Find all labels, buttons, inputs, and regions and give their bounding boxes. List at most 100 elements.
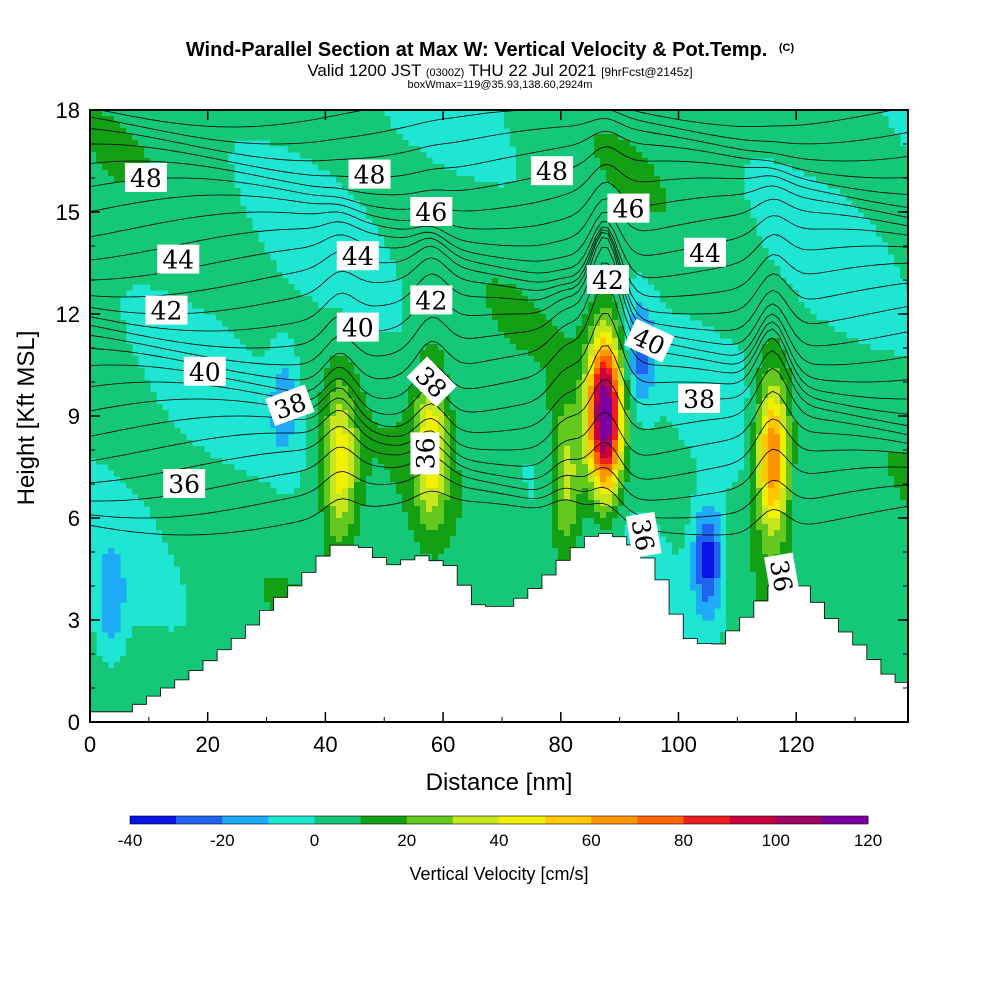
velocity-cell xyxy=(138,398,145,405)
velocity-cell xyxy=(222,632,229,639)
velocity-cell xyxy=(402,422,409,429)
velocity-cell xyxy=(114,692,121,699)
velocity-cell xyxy=(186,182,193,189)
velocity-cell xyxy=(324,308,331,315)
velocity-cell xyxy=(324,110,331,117)
velocity-cell xyxy=(210,236,217,243)
velocity-cell xyxy=(210,542,217,549)
velocity-cell xyxy=(378,380,385,387)
velocity-cell xyxy=(366,110,373,117)
velocity-cell xyxy=(318,110,325,117)
velocity-cell xyxy=(468,548,475,555)
velocity-cell xyxy=(120,458,127,465)
velocity-cell xyxy=(102,668,109,675)
velocity-cell xyxy=(396,188,403,195)
velocity-cell xyxy=(306,326,313,333)
velocity-cell xyxy=(108,428,115,435)
velocity-cell xyxy=(366,464,373,471)
velocity-cell xyxy=(396,152,403,159)
velocity-cell xyxy=(180,188,187,195)
velocity-cell xyxy=(450,176,457,183)
velocity-cell xyxy=(144,464,151,471)
velocity-cell xyxy=(318,542,325,549)
velocity-cell xyxy=(102,176,109,183)
velocity-cell xyxy=(348,188,355,195)
velocity-cell xyxy=(378,122,385,129)
velocity-cell xyxy=(192,536,199,543)
velocity-cell xyxy=(354,464,361,471)
velocity-cell xyxy=(474,380,481,387)
velocity-cell xyxy=(456,218,463,225)
velocity-cell xyxy=(366,188,373,195)
velocity-cell xyxy=(390,506,397,513)
velocity-cell xyxy=(318,314,325,321)
velocity-cell xyxy=(108,242,115,249)
velocity-cell xyxy=(96,236,103,243)
velocity-cell xyxy=(120,290,127,297)
velocity-cell xyxy=(336,164,343,171)
velocity-cell xyxy=(198,272,205,279)
velocity-cell xyxy=(150,266,157,273)
velocity-cell xyxy=(450,476,457,483)
velocity-cell xyxy=(396,224,403,231)
velocity-cell xyxy=(234,332,241,339)
velocity-cell xyxy=(330,386,337,393)
velocity-cell xyxy=(468,512,475,519)
velocity-cell xyxy=(336,368,343,375)
velocity-cell xyxy=(138,140,145,147)
velocity-cell xyxy=(132,680,139,687)
velocity-cell xyxy=(438,416,445,423)
velocity-cell xyxy=(300,326,307,333)
velocity-cell xyxy=(168,140,175,147)
velocity-cell xyxy=(372,434,379,441)
velocity-cell xyxy=(222,464,229,471)
velocity-cell xyxy=(234,218,241,225)
velocity-cell xyxy=(234,212,241,219)
velocity-cell xyxy=(396,140,403,147)
velocity-cell xyxy=(282,374,289,381)
velocity-cell xyxy=(174,638,181,645)
velocity-cell xyxy=(246,566,253,573)
velocity-cell xyxy=(264,482,271,489)
velocity-cell xyxy=(246,290,253,297)
velocity-cell xyxy=(120,686,127,693)
velocity-cell xyxy=(444,434,451,441)
velocity-cell xyxy=(354,518,361,525)
velocity-cell xyxy=(438,494,445,501)
velocity-cell xyxy=(90,386,97,393)
velocity-cell xyxy=(450,194,457,201)
velocity-cell xyxy=(264,578,271,585)
velocity-cell xyxy=(402,464,409,471)
velocity-cell xyxy=(330,494,337,501)
velocity-cell xyxy=(114,302,121,309)
velocity-cell xyxy=(102,224,109,231)
velocity-cell xyxy=(306,488,313,495)
velocity-cell xyxy=(174,278,181,285)
velocity-cell xyxy=(330,416,337,423)
velocity-cell xyxy=(348,488,355,495)
velocity-cell xyxy=(318,500,325,507)
velocity-cell xyxy=(348,146,355,153)
velocity-cell xyxy=(384,194,391,201)
velocity-cell xyxy=(402,170,409,177)
velocity-cell xyxy=(102,452,109,459)
velocity-cell xyxy=(240,308,247,315)
velocity-cell xyxy=(402,194,409,201)
velocity-cell xyxy=(162,512,169,519)
velocity-cell xyxy=(468,254,475,261)
velocity-cell xyxy=(480,380,487,387)
velocity-cell xyxy=(432,224,439,231)
velocity-cell xyxy=(342,380,349,387)
velocity-cell xyxy=(108,344,115,351)
velocity-cell xyxy=(108,308,115,315)
velocity-cell xyxy=(288,554,295,561)
velocity-cell xyxy=(210,632,217,639)
velocity-cell xyxy=(462,422,469,429)
velocity-cell xyxy=(192,116,199,123)
velocity-cell xyxy=(366,398,373,405)
velocity-cell xyxy=(144,404,151,411)
velocity-cell xyxy=(306,392,313,399)
velocity-cell xyxy=(120,164,127,171)
velocity-cell xyxy=(462,524,469,531)
velocity-cell xyxy=(198,638,205,645)
